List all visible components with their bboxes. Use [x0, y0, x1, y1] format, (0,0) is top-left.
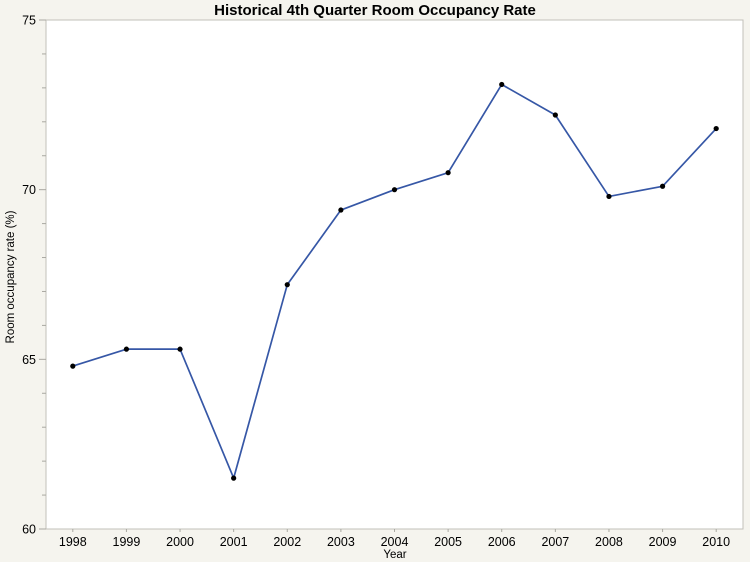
data-point — [284, 282, 290, 288]
chart-title: Historical 4th Quarter Room Occupancy Ra… — [214, 2, 536, 19]
data-point — [123, 346, 130, 352]
data-point — [499, 81, 505, 88]
data-point — [391, 187, 398, 193]
x-tick-label: 2001 — [220, 535, 248, 549]
y-tick-label: 65 — [22, 353, 36, 367]
data-point — [659, 183, 666, 189]
x-tick-label: 2003 — [327, 535, 355, 549]
x-tick-label: 2008 — [595, 535, 623, 549]
x-tick-label: 1998 — [59, 535, 87, 549]
data-point — [606, 193, 612, 200]
data-point — [713, 125, 719, 132]
x-tick-label: 2007 — [541, 535, 569, 549]
y-tick-label: 75 — [22, 14, 36, 28]
x-tick-label: 2009 — [649, 535, 677, 549]
x-tick-label: 2002 — [273, 535, 301, 549]
data-point — [231, 475, 237, 481]
x-tick-label: 2000 — [166, 535, 194, 549]
data-point — [70, 363, 76, 369]
y-tick-label: 60 — [22, 523, 36, 537]
x-axis-title: Year — [383, 549, 406, 561]
x-tick-label: 2004 — [381, 535, 409, 549]
x-tick-label: 2006 — [488, 535, 516, 549]
y-axis-title: Room occupancy rate (%) — [5, 210, 17, 343]
data-point — [552, 112, 558, 118]
data-point — [177, 346, 183, 352]
plot-layer: 60 65 70 75 1998 1999 2000 2001 2002 2003 2004 2005… — [22, 14, 730, 550]
y-tick-label: 70 — [22, 183, 36, 197]
data-point — [445, 170, 451, 176]
x-tick-label: 2010 — [702, 535, 730, 549]
x-tick-label: 2005 — [434, 535, 462, 549]
x-tick-label: 1999 — [113, 535, 141, 549]
data-point — [338, 207, 344, 213]
plot-area — [45, 19, 744, 530]
